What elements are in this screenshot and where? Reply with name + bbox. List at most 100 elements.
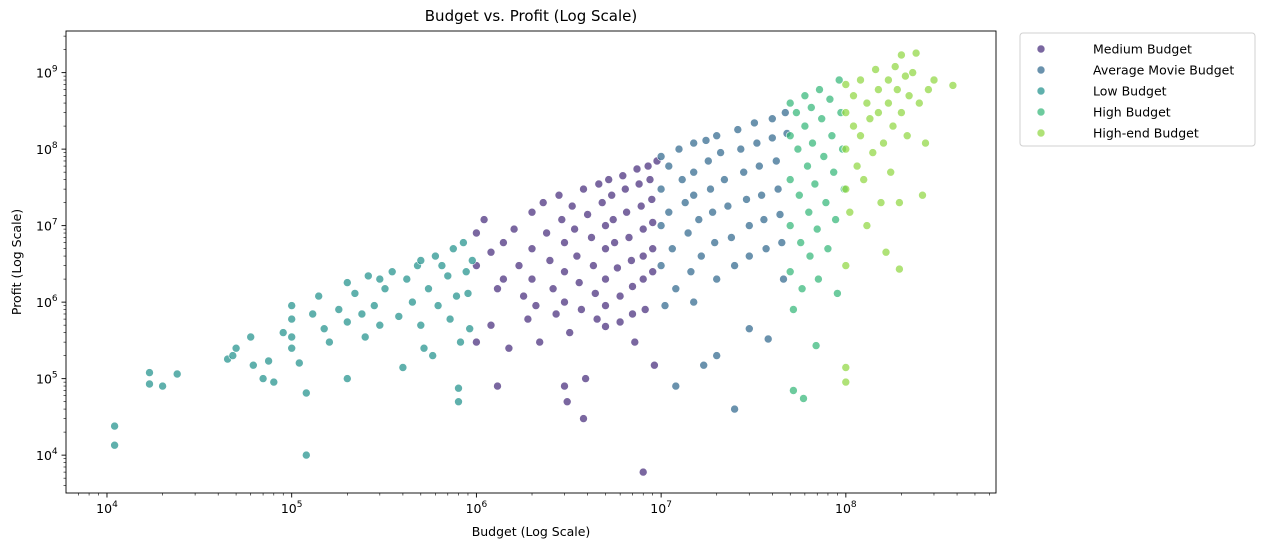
x-tick-label: 108 (835, 500, 857, 516)
data-point (579, 414, 588, 423)
data-point (445, 314, 455, 324)
data-point (829, 167, 839, 177)
data-point (402, 274, 412, 284)
data-point (841, 261, 851, 270)
y-tick-label: 106 (36, 294, 58, 310)
data-point (804, 207, 814, 217)
data-point (499, 238, 508, 247)
data-point (554, 190, 564, 200)
data-point (590, 289, 600, 298)
legend-marker (1036, 65, 1046, 75)
data-point (301, 450, 311, 460)
data-point (823, 244, 833, 253)
data-point (694, 215, 704, 224)
data-point (773, 184, 783, 194)
data-point (523, 314, 533, 324)
data-point (689, 297, 699, 307)
data-point (634, 179, 644, 189)
data-point (908, 68, 918, 77)
data-point (479, 215, 489, 224)
data-point (812, 224, 822, 234)
y-tick-exponent: 7 (52, 218, 58, 228)
data-point (431, 251, 440, 261)
data-point (560, 381, 569, 391)
data-point (527, 244, 537, 253)
data-point (610, 238, 619, 247)
data-point (264, 356, 273, 366)
data-point (825, 94, 835, 104)
data-point (706, 184, 715, 194)
data-point (249, 360, 258, 370)
data-point (671, 284, 681, 294)
legend-marker (1036, 107, 1046, 117)
data-point (448, 244, 458, 253)
data-point (560, 267, 569, 277)
data-point (785, 98, 795, 108)
data-point (671, 381, 681, 391)
y-tick-exponent: 8 (52, 141, 58, 151)
data-point (145, 379, 154, 389)
points-layer (110, 48, 958, 477)
x-tick-exponent: 8 (851, 500, 857, 510)
data-point (638, 251, 648, 261)
data-point (767, 133, 777, 143)
data-point (287, 343, 297, 353)
data-point (929, 75, 939, 85)
data-point (817, 114, 827, 123)
data-point (841, 377, 851, 387)
data-point (924, 85, 933, 94)
data-point (789, 305, 798, 314)
data-point (454, 397, 463, 407)
data-point (674, 144, 684, 154)
legend-marker (1036, 86, 1046, 96)
data-point (463, 289, 473, 298)
data-point (294, 358, 304, 368)
data-point (871, 65, 880, 74)
data-point (443, 271, 453, 281)
data-point (572, 251, 582, 261)
data-point (736, 144, 746, 154)
data-point (841, 80, 851, 89)
data-point (810, 179, 820, 189)
data-point (627, 256, 636, 265)
y-tick-exponent: 9 (52, 65, 58, 75)
data-point (110, 421, 119, 431)
data-point (424, 284, 433, 294)
x-axis: 104 105 106 107 108 (78, 493, 990, 516)
data-point (601, 244, 610, 253)
data-point (638, 224, 648, 234)
data-point (592, 314, 602, 324)
data-point (531, 301, 541, 310)
x-tick-label: 107 (650, 500, 672, 516)
data-point (527, 274, 537, 284)
data-point (868, 148, 878, 157)
data-point (416, 256, 426, 265)
data-point (664, 161, 674, 171)
data-point (730, 261, 739, 270)
data-point (805, 251, 815, 261)
data-point (780, 108, 790, 117)
data-point (834, 75, 844, 85)
data-point (514, 261, 524, 270)
data-point (369, 301, 379, 310)
data-point (350, 289, 360, 298)
data-point (897, 108, 906, 117)
data-point (342, 374, 352, 383)
data-point (730, 404, 739, 414)
data-point (560, 297, 569, 307)
data-point (601, 322, 610, 331)
data-point (574, 278, 584, 287)
data-point (437, 261, 447, 270)
data-point (567, 201, 577, 211)
y-tick-label: 104 (36, 447, 58, 463)
data-point (648, 244, 658, 253)
x-tick-exponent: 7 (666, 500, 672, 510)
data-point (841, 363, 851, 372)
data-point (467, 256, 477, 265)
data-point (890, 62, 900, 71)
x-axis-label: Budget (Log Scale) (472, 524, 591, 539)
data-point (287, 314, 297, 324)
data-point (583, 210, 592, 219)
data-point (921, 138, 930, 148)
data-point (640, 305, 650, 314)
